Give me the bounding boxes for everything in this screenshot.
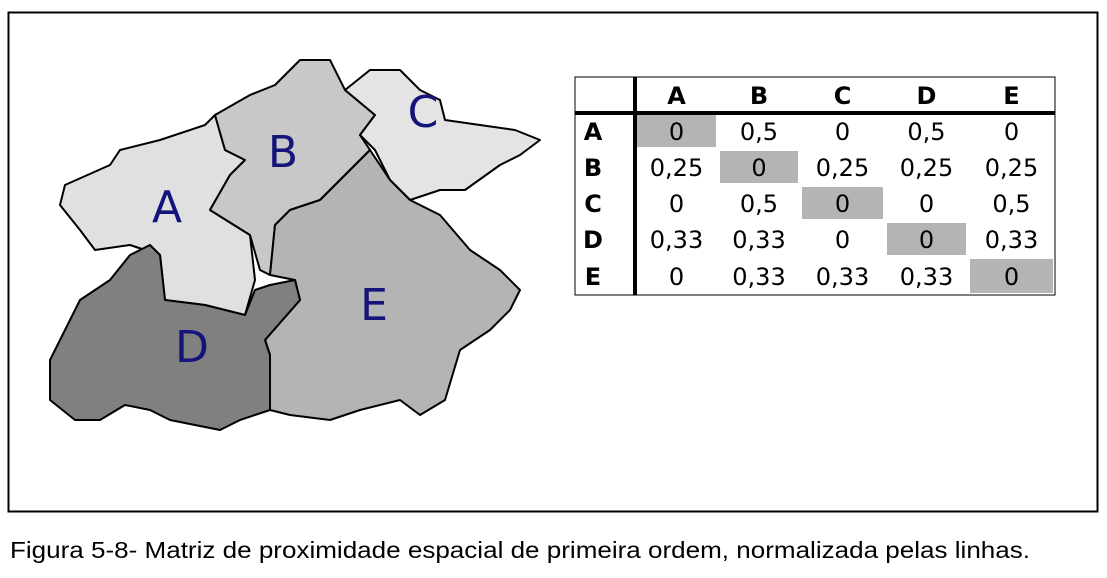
table-cell: 0 xyxy=(1004,118,1019,146)
table-cell: 0,25 xyxy=(816,154,869,182)
table-cell: 0 xyxy=(1004,263,1019,291)
region-c xyxy=(344,69,541,201)
table-cell: 0,33 xyxy=(985,226,1038,254)
table-cell: 0 xyxy=(835,226,850,254)
diagonal-cell xyxy=(887,223,966,255)
region-label: E xyxy=(360,280,388,331)
region-label: B xyxy=(268,127,298,178)
table-border xyxy=(574,76,1056,296)
region-label: C xyxy=(408,87,439,138)
table-cell: 0 xyxy=(835,118,850,146)
table-cell: 0 xyxy=(919,226,934,254)
row-header: D xyxy=(583,226,603,254)
table-cell: 0,5 xyxy=(740,190,778,218)
diagonal-cell xyxy=(970,259,1053,293)
caption: Figura 5-8- Matriz de proximidade espaci… xyxy=(10,537,1030,563)
diagonal-cell xyxy=(720,151,798,183)
table-cell: 0,33 xyxy=(816,263,869,291)
column-header: D xyxy=(917,82,937,110)
region-label: D xyxy=(175,322,209,373)
table-cell: 0,25 xyxy=(650,154,703,182)
column-header: C xyxy=(834,82,852,110)
map xyxy=(49,59,541,431)
figure-frame xyxy=(7,11,1099,513)
row-header: C xyxy=(584,190,602,218)
row-header: B xyxy=(584,154,602,182)
table-cell: 0,25 xyxy=(900,154,953,182)
table-cell: 0 xyxy=(669,190,684,218)
table-cell: 0,33 xyxy=(650,226,703,254)
table-cell: 0,25 xyxy=(985,154,1038,182)
table-cell: 0,33 xyxy=(732,226,785,254)
table-cell: 0,33 xyxy=(900,263,953,291)
table-cell: 0 xyxy=(835,190,850,218)
table-cell: 0,5 xyxy=(992,190,1030,218)
region-e xyxy=(264,149,521,421)
column-header: E xyxy=(1003,82,1019,110)
table-cell: 0,5 xyxy=(740,118,778,146)
region-label: A xyxy=(152,182,182,233)
matrix-table: A B C D EA 0 0,5 0 0,5 0B 0,25 0 0,25 0,25 0,25C 0 0,5 0 0… xyxy=(574,76,1056,296)
table-cell: 0,5 xyxy=(907,118,945,146)
column-header: A xyxy=(667,82,686,110)
table-cell: 0,33 xyxy=(732,263,785,291)
diagonal-cell xyxy=(637,115,716,147)
table-cell: 0 xyxy=(751,154,766,182)
table-cell: 0 xyxy=(669,263,684,291)
table-cell: 0 xyxy=(669,118,684,146)
row-header: A xyxy=(584,118,603,146)
region-d xyxy=(49,244,301,431)
table-cell: 0 xyxy=(919,190,934,218)
column-header: B xyxy=(750,82,768,110)
row-header: E xyxy=(585,263,601,291)
diagonal-cell xyxy=(802,187,883,219)
